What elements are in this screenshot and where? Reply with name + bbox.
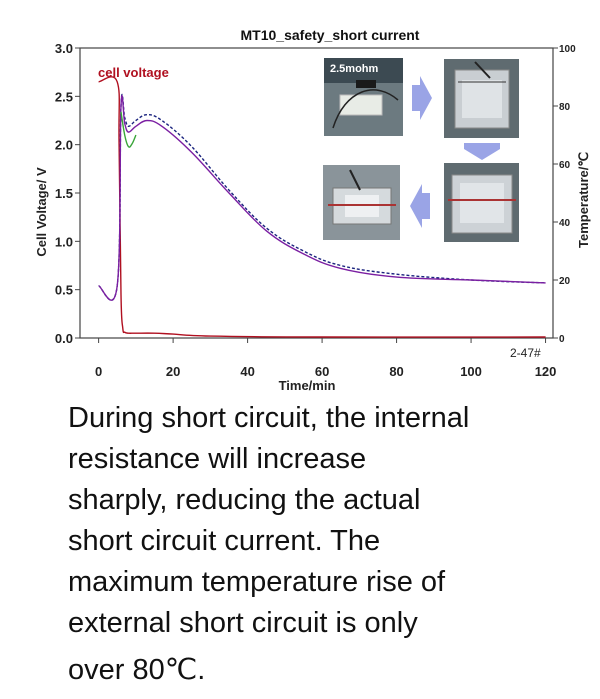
x-axis-ticks: 0 20 40 60 80 100 120 bbox=[95, 338, 556, 379]
cell-voltage-label: cell voltage bbox=[98, 65, 169, 80]
y-tick-label: 1.0 bbox=[55, 234, 73, 249]
x-tick-label: 40 bbox=[240, 364, 254, 379]
x-tick-label: 0 bbox=[95, 364, 102, 379]
arrow-left-icon bbox=[410, 184, 430, 228]
x-tick-label: 60 bbox=[315, 364, 329, 379]
y-tick-label: 2.0 bbox=[55, 138, 73, 153]
x-axis-title: Time/min bbox=[279, 378, 336, 393]
y2-tick-label: 40 bbox=[559, 218, 571, 229]
temperature-line-3 bbox=[120, 111, 137, 148]
chart-title: MT10_safety_short current bbox=[241, 27, 420, 43]
y2-tick-label: 100 bbox=[559, 44, 576, 55]
photo-inset: 2.5mohm bbox=[323, 58, 519, 242]
x-tick-label: 100 bbox=[460, 364, 482, 379]
caption: During short circuit, the internal resis… bbox=[68, 398, 588, 691]
y-axis-title: Cell Voltage/ V bbox=[34, 167, 49, 257]
caption-line: short circuit current. The bbox=[68, 525, 381, 557]
y2-axis-title: Temperature/℃ bbox=[576, 152, 591, 248]
arrow-right-icon bbox=[412, 76, 432, 120]
y2-tick-label: 60 bbox=[559, 160, 571, 171]
process-arrows bbox=[410, 76, 500, 228]
y2-axis-ticks: 0 20 40 60 80 100 bbox=[553, 44, 576, 345]
chart: MT10_safety_short current Cell Voltage/ … bbox=[34, 27, 591, 393]
y2-tick-label: 80 bbox=[559, 102, 571, 113]
caption-line: maximum temperature rise of bbox=[68, 566, 446, 598]
y-tick-label: 1.5 bbox=[55, 186, 73, 201]
y-tick-label: 2.5 bbox=[55, 89, 73, 104]
y-tick-label: 0.5 bbox=[55, 283, 73, 298]
cell-voltage-line bbox=[98, 76, 546, 338]
caption-line: sharply, reducing the actual bbox=[68, 484, 421, 516]
x-tick-label: 80 bbox=[389, 364, 403, 379]
caption-line: During short circuit, the internal bbox=[68, 402, 470, 434]
caption-line: resistance will increase bbox=[68, 443, 367, 475]
caption-line: over 80℃. bbox=[68, 654, 206, 686]
y2-tick-label: 0 bbox=[559, 334, 565, 345]
y-axis-ticks: 0.0 0.5 1.0 1.5 2.0 2.5 3.0 bbox=[55, 41, 80, 346]
y-tick-label: 3.0 bbox=[55, 41, 73, 56]
y2-tick-label: 20 bbox=[559, 276, 571, 287]
corner-note: 2-47# bbox=[510, 346, 541, 360]
x-tick-label: 20 bbox=[166, 364, 180, 379]
temperature-line-2 bbox=[97, 95, 546, 301]
series-lines bbox=[97, 76, 546, 338]
y-tick-label: 0.0 bbox=[55, 331, 73, 346]
photo-cell-side bbox=[444, 163, 519, 242]
caption-line: external short circuit is only bbox=[68, 607, 418, 639]
arrow-down-icon bbox=[464, 143, 500, 160]
photo-label: 2.5mohm bbox=[330, 63, 379, 75]
photo-resistor: 2.5mohm bbox=[324, 58, 403, 136]
photo-cell-wired bbox=[323, 165, 400, 240]
photo-cell-front bbox=[444, 59, 519, 138]
x-tick-label: 120 bbox=[535, 364, 557, 379]
